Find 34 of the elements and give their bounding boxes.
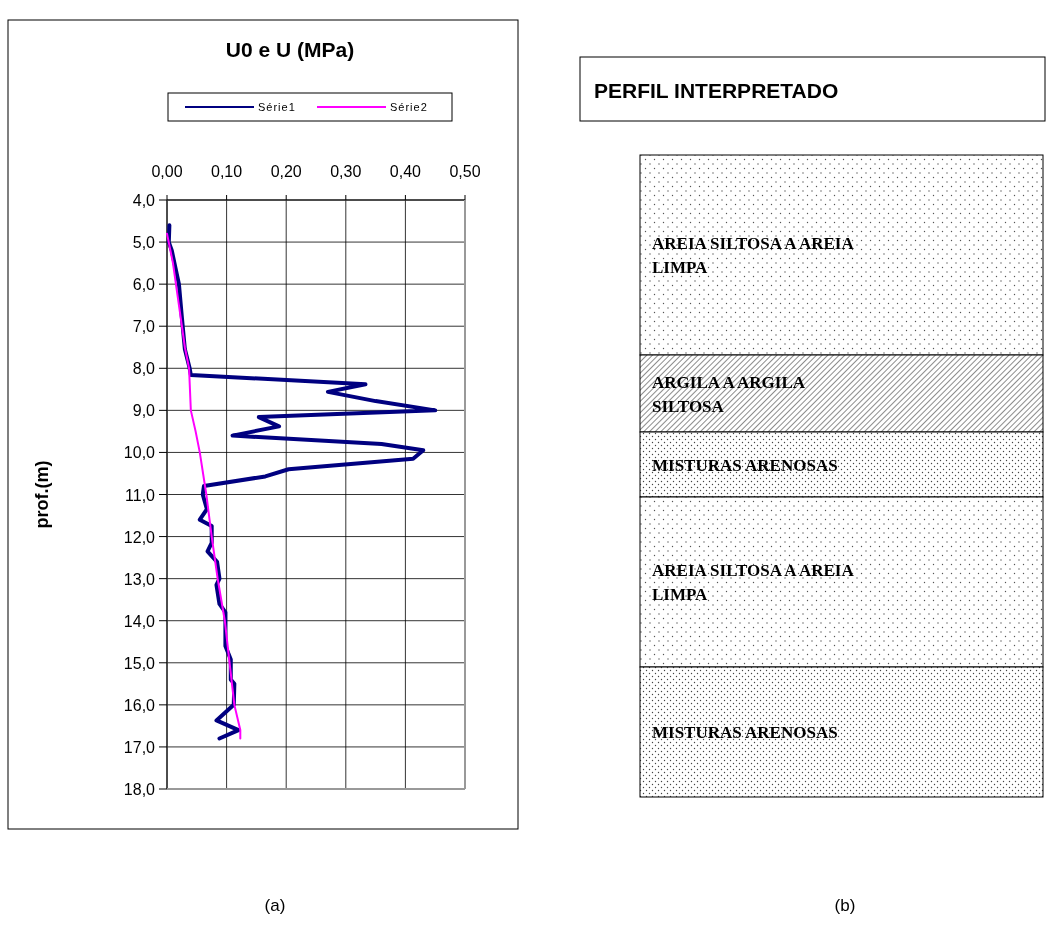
line-series: [166, 232, 242, 740]
y-tick-label: 11,0: [125, 486, 156, 504]
y-tick-label: 15,0: [123, 654, 156, 672]
text: AREIA SILTOSA A AREIA LIMPA: [652, 561, 855, 604]
text: Série2: [390, 101, 428, 113]
text: ARGILA A ARGILA SILTOSA: [652, 372, 806, 416]
y-tick-label: 14,0: [123, 612, 156, 630]
text: PERFIL INTERPRETADO: [594, 79, 839, 102]
x-tick-label: 0,10: [211, 163, 243, 180]
x-tick-label: 0,40: [389, 163, 422, 180]
y-tick-label: 4,0: [132, 192, 156, 209]
x-tick-label: 0,20: [270, 163, 302, 180]
x-tick-label: 0,30: [330, 163, 362, 180]
y-tick-label: 7,0: [132, 318, 156, 336]
y-axis-title: prof.(m): [32, 460, 52, 529]
y-tick-label: 9,0: [132, 402, 156, 420]
y-tick-label: 18,0: [123, 781, 156, 798]
y-tick-label: 5,0: [132, 234, 156, 252]
text: AREIA SILTOSA A AREIA LIMPA: [652, 234, 855, 277]
y-tick-label: 12,0: [123, 528, 156, 546]
x-tick-label: 0,50: [449, 163, 481, 180]
text: (a): [264, 896, 286, 915]
chart-title: U0 e U (MPa): [225, 38, 355, 61]
y-tick-label: 16,0: [123, 696, 156, 714]
text: Série1: [258, 101, 296, 113]
y-tick-label: 6,0: [132, 276, 156, 294]
text: MISTURAS ARENOSAS: [652, 723, 838, 742]
y-tick-label: 10,0: [123, 444, 156, 462]
text: MISTURAS ARENOSAS: [652, 455, 838, 475]
y-tick-label: 17,0: [123, 738, 156, 756]
x-tick-label: 0,00: [151, 163, 183, 180]
y-tick-label: 8,0: [132, 360, 156, 378]
text: (b): [834, 896, 856, 915]
y-tick-label: 13,0: [123, 570, 156, 588]
